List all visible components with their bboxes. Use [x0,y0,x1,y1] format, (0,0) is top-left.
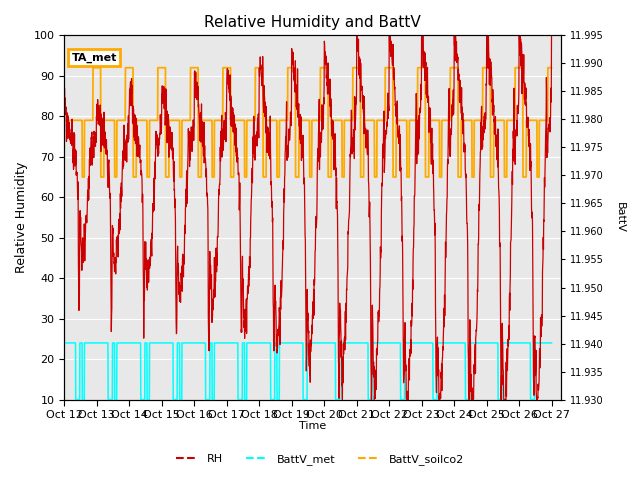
Text: TA_met: TA_met [72,53,117,63]
Y-axis label: BattV: BattV [615,202,625,233]
Title: Relative Humidity and BattV: Relative Humidity and BattV [204,15,421,30]
Legend: RH, BattV_met, BattV_soilco2: RH, BattV_met, BattV_soilco2 [172,450,468,469]
X-axis label: Time: Time [299,421,326,432]
Y-axis label: Relative Humidity: Relative Humidity [15,162,28,273]
